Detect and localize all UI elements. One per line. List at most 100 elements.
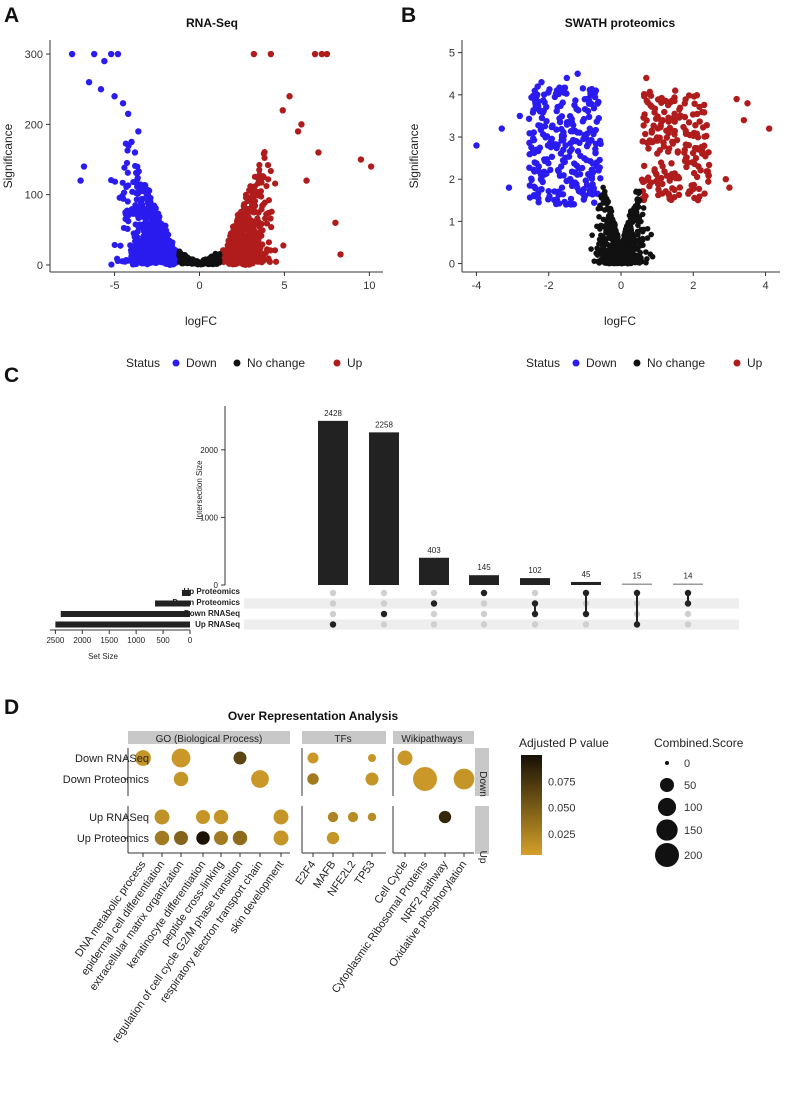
point-up: [668, 97, 676, 104]
matrix-dot: [430, 621, 438, 628]
ora-title: Over Representation Analysis: [228, 709, 399, 723]
strip-go: GO (Biological Process): [156, 734, 263, 745]
point-down: [536, 122, 544, 129]
point-down: [160, 230, 168, 237]
point-nochange: [615, 243, 621, 249]
panel-label-d: D: [4, 696, 19, 719]
point-down: [574, 184, 581, 191]
matrix-dot: [480, 610, 488, 618]
point-down: [141, 208, 148, 215]
point-nochange: [647, 251, 654, 257]
point-down: [90, 50, 98, 58]
point-up: [683, 163, 690, 171]
legend-down-swatch: [572, 359, 580, 367]
point-nochange: [627, 253, 634, 259]
point-up: [666, 177, 673, 184]
point-down: [120, 195, 127, 202]
ora-dot: [251, 770, 269, 788]
point-up: [655, 186, 662, 193]
point-up: [647, 179, 655, 186]
point-up: [243, 241, 250, 248]
point-up: [696, 193, 703, 200]
point-up: [250, 50, 258, 58]
matrix-dot: [380, 600, 388, 607]
point-down: [560, 84, 568, 92]
point-nochange: [607, 228, 614, 234]
point-down: [578, 164, 586, 172]
point-nochange: [623, 244, 629, 251]
rnaseq-points: [68, 50, 375, 269]
point-up: [690, 169, 698, 177]
set-size-tick-label: 0: [188, 636, 193, 645]
point-down: [530, 106, 537, 114]
point-up: [240, 260, 248, 267]
point-down: [585, 113, 593, 121]
point-up: [699, 124, 707, 131]
ora-dot: [135, 750, 151, 766]
point-down: [121, 164, 128, 171]
intersection-bar: [318, 420, 348, 585]
point-up: [722, 176, 729, 183]
point-up: [652, 178, 660, 185]
point-down: [592, 145, 599, 153]
color-legend-tick-label: 0.075: [548, 776, 576, 788]
matrix-dot: [480, 600, 488, 607]
strip-bg: [393, 731, 474, 744]
point-up: [669, 185, 676, 192]
point-up: [671, 127, 678, 135]
point-down: [549, 122, 556, 129]
point-down: [553, 107, 560, 115]
point-down: [505, 184, 513, 191]
x-tick-label: 5: [281, 280, 287, 292]
upset-y-tick-label: 1000: [200, 513, 218, 522]
point-up: [691, 194, 698, 202]
point-up: [235, 233, 242, 240]
point-nochange: [633, 217, 639, 224]
swath-points: [473, 70, 773, 267]
intersection-bar: [622, 583, 652, 585]
upset-plot: 0 1000 2000 2428 2258 403 145 102 45 15 14 2500 2000…: [46, 406, 739, 661]
point-up: [705, 178, 712, 185]
point-nochange: [176, 248, 183, 255]
point-up: [248, 188, 255, 195]
point-down: [538, 186, 545, 193]
point-down: [531, 192, 538, 200]
point-down: [574, 171, 581, 178]
point-down: [556, 84, 563, 91]
point-down: [530, 129, 538, 136]
point-down: [558, 113, 566, 120]
point-down: [567, 195, 575, 203]
point-nochange: [616, 249, 622, 256]
legend-down-swatch: [172, 359, 180, 367]
point-up: [705, 172, 712, 179]
point-up: [230, 245, 238, 252]
x-tick-label: 0: [196, 280, 202, 292]
matrix-stripe: [244, 619, 739, 630]
point-nochange: [589, 232, 595, 238]
point-down: [547, 137, 555, 145]
set-label-up-proteomics: Up Proteomics: [184, 587, 241, 596]
point-up: [258, 259, 265, 266]
point-up: [703, 132, 710, 140]
point-down: [594, 100, 601, 107]
point-up: [245, 228, 253, 235]
point-up: [235, 240, 243, 247]
point-down: [555, 168, 562, 175]
point-up: [692, 122, 699, 129]
point-down: [541, 99, 548, 106]
point-up: [675, 191, 683, 199]
point-up: [681, 100, 688, 107]
point-nochange: [626, 258, 632, 265]
point-down: [587, 184, 594, 191]
point-down: [85, 78, 93, 86]
point-down: [114, 255, 121, 262]
legend-nochange-label: No change: [647, 356, 705, 370]
point-down: [134, 228, 141, 235]
ora-dot: [174, 831, 188, 845]
y-tick-label: 0: [449, 259, 455, 271]
point-up: [701, 142, 708, 149]
point-down: [590, 199, 598, 206]
point-nochange: [637, 238, 644, 245]
y-tick-label: 0: [37, 260, 43, 272]
intersection-bar: [419, 557, 449, 585]
